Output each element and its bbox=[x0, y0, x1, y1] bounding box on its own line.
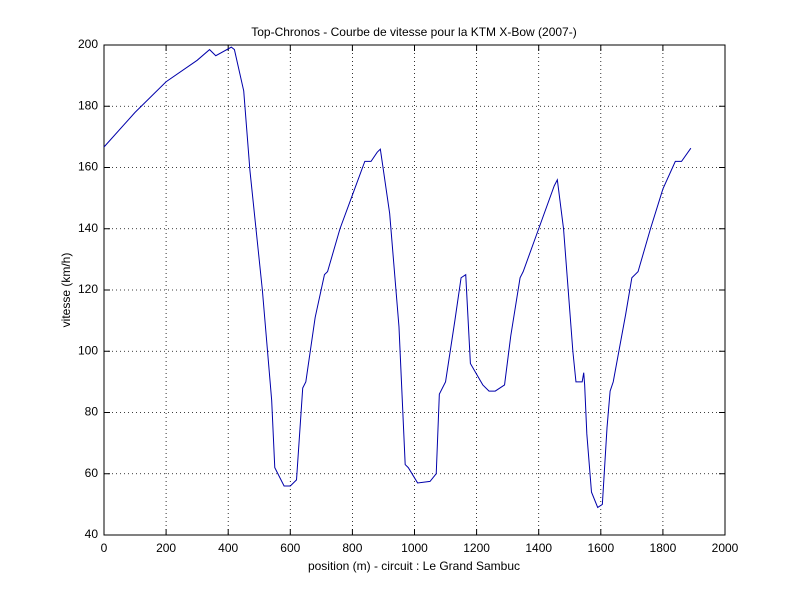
axes-box bbox=[103, 44, 726, 536]
x-tick-label: 600 bbox=[280, 541, 300, 555]
y-tick-label: 80 bbox=[85, 405, 99, 419]
y-tick-label: 160 bbox=[78, 160, 98, 174]
x-tick-label: 1000 bbox=[401, 541, 428, 555]
y-tick-label: 40 bbox=[85, 527, 99, 541]
y-tick-label: 200 bbox=[78, 37, 98, 51]
x-tick-label: 1600 bbox=[587, 541, 614, 555]
x-tick-label: 1400 bbox=[525, 541, 552, 555]
y-axis-label: vitesse (km/h) bbox=[59, 253, 73, 328]
x-tick-label: 800 bbox=[342, 541, 362, 555]
y-tick-label: 100 bbox=[78, 343, 98, 357]
y-tick-label: 60 bbox=[85, 466, 99, 480]
x-axis-label: position (m) - circuit : Le Grand Sambuc bbox=[308, 559, 520, 573]
x-tick-label: 2000 bbox=[712, 541, 739, 555]
line bbox=[103, 46, 692, 509]
x-tick-label: 0 bbox=[101, 541, 108, 555]
x-tick-label: 400 bbox=[218, 541, 238, 555]
x-tick-label: 200 bbox=[156, 541, 176, 555]
y-tick-label: 120 bbox=[78, 282, 98, 296]
x-tick-label: 1800 bbox=[650, 541, 677, 555]
y-tick-label: 140 bbox=[78, 221, 98, 235]
chart-title: Top-Chronos - Courbe de vitesse pour la … bbox=[251, 25, 576, 39]
x-tick-label: 1200 bbox=[463, 541, 490, 555]
y-tick-label: 180 bbox=[78, 98, 98, 112]
